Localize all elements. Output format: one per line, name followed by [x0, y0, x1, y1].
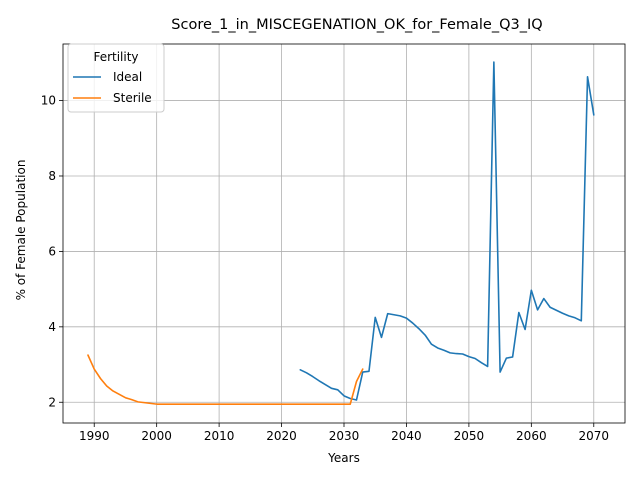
y-tick-label: 4	[48, 320, 56, 334]
series-lines	[87, 61, 595, 405]
legend: Fertility Ideal Sterile	[67, 43, 165, 113]
x-tick-label: 2050	[454, 429, 485, 443]
y-axis-label: % of Female Population	[14, 160, 28, 301]
x-tick-label: 2010	[204, 429, 235, 443]
y-tick-label: 10	[41, 94, 56, 108]
legend-label-ideal: Ideal	[113, 70, 142, 84]
x-tick-label: 2060	[516, 429, 547, 443]
y-tick-label: 8	[48, 169, 56, 183]
chart-title: Score_1_in_MISCEGENATION_OK_for_Female_Q…	[171, 17, 542, 33]
series-line-ideal	[299, 61, 595, 401]
x-tick-label: 2000	[141, 429, 172, 443]
series-line-sterile	[87, 354, 364, 405]
x-tick-label: 1990	[79, 429, 110, 443]
x-tick-label: 2070	[579, 429, 610, 443]
x-tick-label: 2040	[391, 429, 422, 443]
legend-title: Fertility	[93, 50, 138, 64]
legend-label-sterile: Sterile	[113, 91, 152, 105]
x-axis-label: Years	[327, 451, 360, 465]
y-tick-label: 6	[48, 244, 56, 258]
legend-box	[67, 43, 165, 113]
y-tick-label: 2	[48, 395, 56, 409]
x-tick-label: 2030	[329, 429, 360, 443]
x-tick-label: 2020	[266, 429, 297, 443]
axis-ticks: 1990 2000 2010 2020 2030 2040 2050 2060 2070 2 4 6 8…	[41, 94, 609, 443]
grid	[63, 44, 625, 423]
